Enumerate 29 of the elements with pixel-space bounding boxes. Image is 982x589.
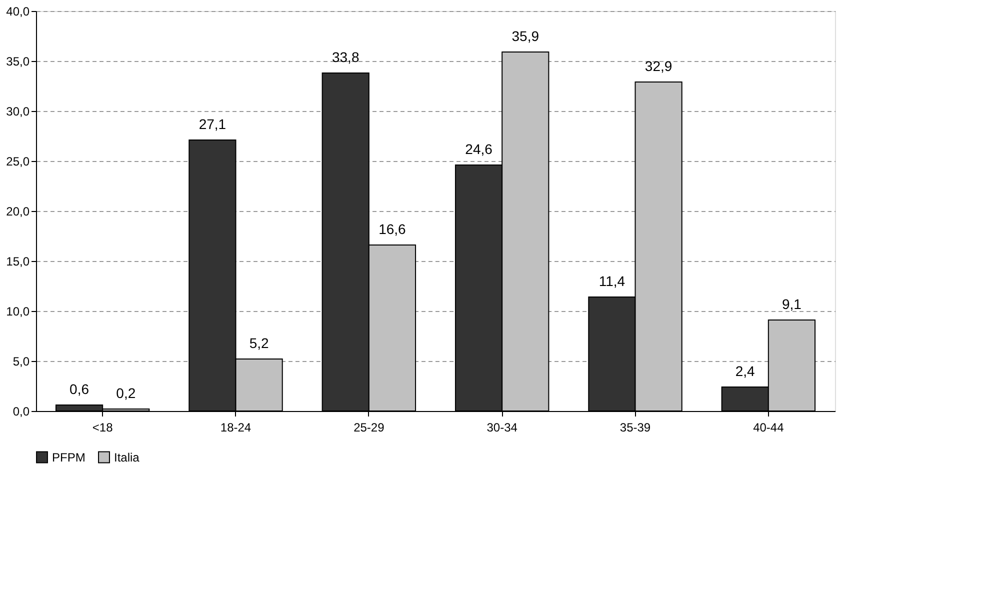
y-tick-label: 40,0 bbox=[6, 4, 30, 18]
x-tick-label: 25-29 bbox=[354, 420, 385, 434]
x-tick-label: 18-24 bbox=[220, 420, 252, 434]
y-tick-label: 0,0 bbox=[12, 404, 30, 418]
x-tick-label: <18 bbox=[92, 420, 114, 434]
y-tick-label: 20,0 bbox=[6, 204, 30, 218]
data-label: 5,2 bbox=[249, 335, 269, 351]
data-label: 27,1 bbox=[198, 116, 226, 132]
data-label: 24,6 bbox=[465, 141, 493, 157]
y-tick-label: 25,0 bbox=[6, 154, 30, 168]
data-label: 2,4 bbox=[735, 363, 756, 379]
data-label: 0,6 bbox=[70, 381, 90, 397]
x-tick-label: 40-44 bbox=[753, 420, 784, 434]
legend-label: Italia bbox=[114, 450, 140, 464]
legend-label: PFPM bbox=[52, 450, 86, 464]
y-tick-label: 5,0 bbox=[12, 354, 30, 368]
data-label: 0,2 bbox=[116, 385, 136, 401]
data-label: 32,9 bbox=[644, 58, 672, 74]
y-tick-label: 35,0 bbox=[6, 54, 30, 68]
x-tick-label: 30-34 bbox=[486, 420, 518, 434]
data-label: 11,4 bbox=[598, 273, 626, 289]
x-tick-label: 35-39 bbox=[620, 420, 651, 434]
data-label: 35,9 bbox=[512, 28, 540, 44]
data-label: 33,8 bbox=[332, 49, 360, 65]
data-label: 9,1 bbox=[782, 296, 802, 312]
y-tick-label: 10,0 bbox=[6, 304, 30, 318]
data-label: 16,6 bbox=[378, 221, 406, 237]
y-tick-label: 30,0 bbox=[6, 104, 30, 118]
y-tick-label: 15,0 bbox=[6, 254, 30, 268]
